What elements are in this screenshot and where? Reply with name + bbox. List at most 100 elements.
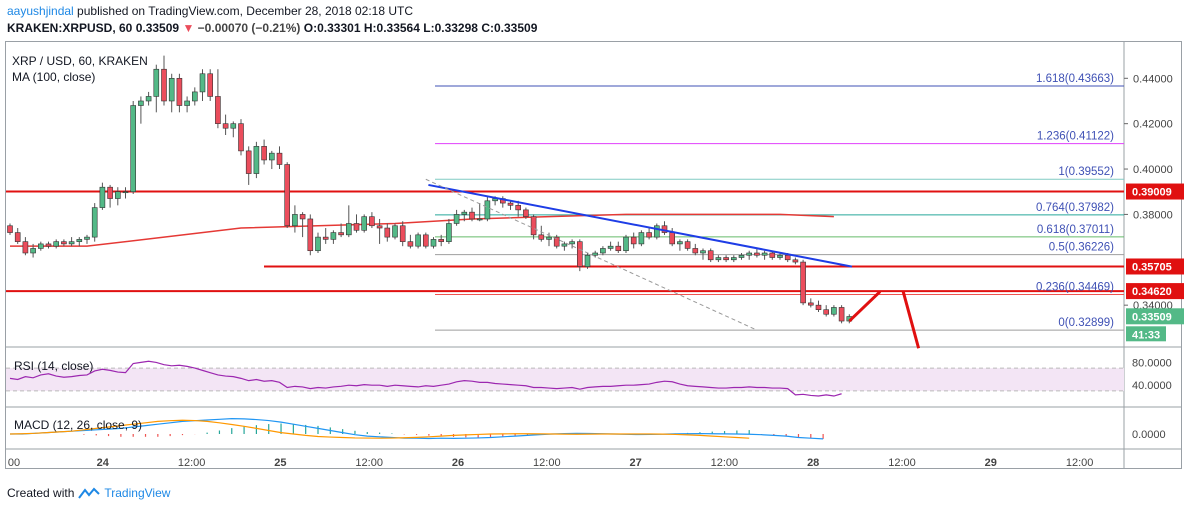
candle-body: [14, 232, 21, 242]
candle-body: [523, 209, 529, 217]
open-label: O:: [303, 21, 318, 35]
low-label: L:: [423, 21, 435, 35]
candle-body: [207, 73, 213, 97]
fib-label: 0.5(0.36226): [1049, 242, 1114, 254]
candle-body: [107, 186, 113, 199]
time-axis-label: 12:00: [711, 457, 739, 469]
level-price-label: 0.39009: [1132, 187, 1172, 199]
fib-label: 0.618(0.37011): [1037, 224, 1114, 236]
candle-body: [630, 236, 637, 245]
legend-title: XRP / USD, 60, KRAKEN: [12, 54, 148, 68]
candle-body: [615, 245, 622, 252]
candle-body: [384, 227, 391, 238]
time-axis-label: 00: [8, 457, 20, 469]
symbol-line: KRAKEN:XRPUSD, 60 0.33509 ▼ −0.00070 (−0…: [7, 21, 537, 35]
candle-body: [215, 96, 221, 124]
projection-down-arrow: [901, 291, 921, 349]
candle-body: [230, 123, 237, 129]
candle-body: [569, 241, 575, 245]
candle-body: [507, 202, 514, 206]
candle-body: [238, 123, 244, 152]
fib-anchor-line: [425, 178, 758, 331]
candle-body: [584, 254, 591, 267]
rsi-band: [6, 368, 1124, 391]
candle-body: [292, 214, 298, 227]
candle-body: [176, 77, 183, 106]
candle-body: [838, 307, 845, 322]
candle-body: [476, 218, 483, 221]
candle-body: [730, 257, 737, 261]
candle-body: [638, 232, 645, 245]
candle-body: [692, 248, 699, 254]
level-price-label: 0.34620: [1132, 286, 1172, 298]
level-price-tag: [1126, 183, 1184, 200]
candle-body: [245, 150, 252, 174]
author-link[interactable]: aayushjindal: [7, 4, 74, 18]
legend-macd: MACD (12, 26, close, 9): [14, 418, 142, 432]
time-axis-label: 24: [97, 457, 110, 469]
macd-signal-line: [9, 419, 750, 439]
level-price-tag: [1126, 258, 1184, 275]
publish-line: aayushjindal published on TradingView.co…: [7, 4, 413, 18]
chart-frame: [5, 41, 1182, 469]
candle-body: [707, 250, 714, 261]
candle-body: [338, 232, 344, 236]
candle-body: [484, 200, 491, 220]
last-price: 0.33509: [135, 21, 180, 35]
candle-body: [130, 105, 136, 193]
candle-body: [276, 152, 283, 165]
candle-body: [345, 223, 352, 236]
current-price-label: 0.33509: [1132, 311, 1172, 323]
candle-body: [715, 257, 722, 261]
candle-body: [268, 152, 275, 161]
time-axis-label: 28: [807, 457, 819, 469]
low-value: 0.33298: [434, 21, 478, 35]
down-arrow-icon: ▼: [182, 21, 195, 35]
candle-body: [422, 234, 429, 247]
tradingview-link[interactable]: TradingView: [104, 486, 171, 500]
candle-body: [322, 236, 329, 240]
candle-body: [646, 232, 652, 238]
candle-body: [430, 239, 437, 247]
candle-body: [37, 243, 44, 249]
time-axis-label: 25: [274, 457, 286, 469]
candle-body: [538, 234, 545, 240]
candle-body: [122, 191, 129, 194]
candle-body: [392, 225, 398, 238]
macd-pane: 0.0000: [9, 417, 1166, 441]
candle-body: [576, 241, 583, 267]
horizontal-levels: 0.39009 0.35705 0.34620: [6, 183, 1184, 300]
candle-body: [677, 241, 683, 245]
candle-body: [607, 245, 614, 249]
candle-body: [184, 100, 190, 106]
price-tick-label: 0.42000: [1133, 119, 1173, 131]
price-tick-label: 0.40000: [1133, 164, 1173, 176]
ma100-line: [10, 213, 834, 247]
fib-label: 1.236(0.41122): [1037, 131, 1114, 143]
candle-body: [84, 236, 90, 240]
candle-body: [91, 207, 98, 238]
rsi-pane: 80.0000 40.0000: [6, 357, 1172, 397]
candle-body: [769, 252, 776, 258]
candle-body: [361, 216, 368, 231]
candles: [7, 55, 853, 324]
time-axis-label: 12:00: [533, 457, 561, 469]
trend-line-group: [425, 178, 853, 331]
candle-body: [145, 96, 152, 102]
candle-body: [399, 225, 406, 242]
time-axis-label: 27: [629, 457, 641, 469]
publish-info: published on TradingView.com, December 2…: [73, 4, 414, 18]
candle-body: [261, 146, 267, 161]
time-axis-label: 26: [452, 457, 464, 469]
candle-body: [168, 77, 175, 102]
candle-body: [684, 241, 691, 249]
current-price-tag: [1126, 308, 1184, 325]
candle-body: [284, 164, 291, 227]
candle-body: [723, 257, 729, 261]
countdown-label: 41:33: [1132, 329, 1160, 341]
candle-body: [653, 225, 660, 238]
candle-body: [253, 146, 260, 174]
candle-body: [700, 250, 706, 254]
candle-body: [161, 68, 167, 102]
